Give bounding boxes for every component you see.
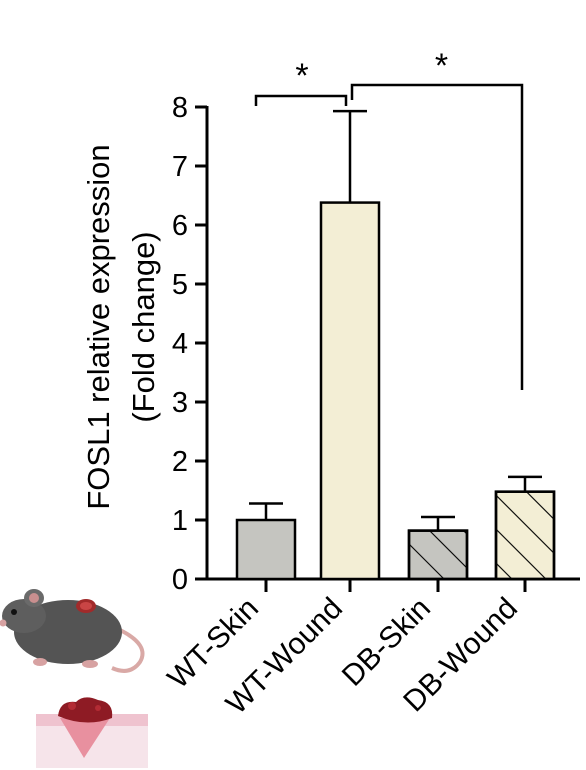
significance-bracket [254,94,348,106]
wound-tissue-icon [36,697,148,768]
y-tick-label: 1 [172,505,188,537]
y-ticks: 0 1 2 3 4 5 6 7 8 [172,92,207,596]
y-tick-label: 8 [172,92,188,124]
y-tick-label: 6 [172,210,188,242]
significance-star: * [435,47,448,85]
y-tick-label: 2 [172,446,188,478]
y-tick-label: 3 [172,387,188,419]
y-tick-label: 0 [172,564,188,596]
y-axis-label-line1: FOSL1 relative expression [81,144,116,509]
significance-star: * [295,57,308,95]
bar-wt-skin [235,518,297,581]
significance-bracket [350,83,524,390]
bar-wt-wound [319,201,381,581]
bar-hatch [407,529,469,581]
mouse-icon [0,589,145,673]
bar-hatch [494,490,556,581]
y-tick-label: 4 [172,328,188,360]
y-tick-label: 5 [172,269,188,301]
significance-brackets: * * [254,47,524,390]
y-axis-label-line2: (Fold change) [126,231,161,422]
y-tick-label: 7 [172,151,188,183]
bars [235,109,556,592]
